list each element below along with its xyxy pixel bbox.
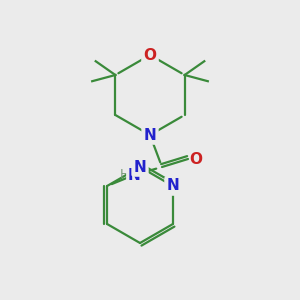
- Text: N: N: [128, 167, 140, 182]
- Text: N: N: [134, 160, 146, 175]
- Text: H: H: [119, 167, 129, 181]
- Text: O: O: [190, 152, 202, 166]
- Text: N: N: [167, 178, 179, 194]
- Text: N: N: [144, 128, 156, 142]
- Text: O: O: [143, 47, 157, 62]
